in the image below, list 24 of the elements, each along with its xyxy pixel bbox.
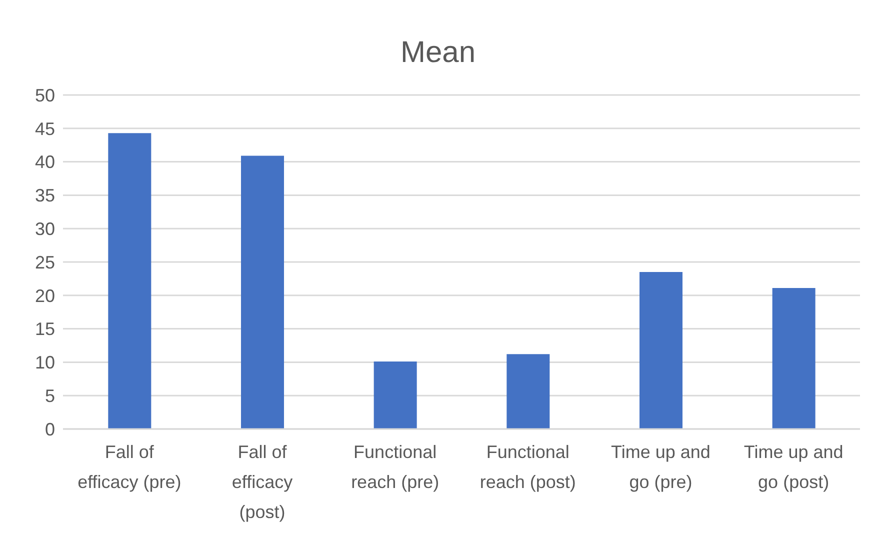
y-tick-label: 10 — [34, 352, 55, 373]
y-tick-label: 15 — [34, 319, 55, 340]
x-tick-label: Time up and go (pre) — [611, 442, 710, 492]
y-tick-label: 35 — [34, 186, 55, 206]
x-tick-label: Time up and go (post) — [744, 442, 844, 492]
bar — [506, 354, 550, 429]
y-tick-label: 0 — [44, 419, 55, 440]
y-tick-label: 20 — [34, 286, 55, 306]
x-tick-label: Functional reach (post) — [480, 442, 576, 492]
bar — [240, 156, 284, 429]
y-tick-label: 45 — [34, 118, 55, 139]
bar — [772, 288, 816, 429]
bar — [374, 362, 417, 429]
bar — [108, 133, 152, 429]
x-tick-label: Functional reach (pre) — [351, 442, 440, 492]
y-tick-label: 50 — [34, 85, 55, 106]
x-tick-label: Fall of efficacy (pre) — [78, 442, 182, 492]
y-tick-label: 25 — [34, 252, 55, 272]
y-tick-label: 30 — [34, 218, 55, 239]
y-tick-label: 5 — [44, 386, 55, 406]
y-tick-label: 40 — [34, 152, 55, 172]
chart-title: Mean — [399, 35, 477, 71]
x-tick-label: Fall of efficacy (post) — [232, 442, 293, 522]
bar — [639, 272, 682, 429]
